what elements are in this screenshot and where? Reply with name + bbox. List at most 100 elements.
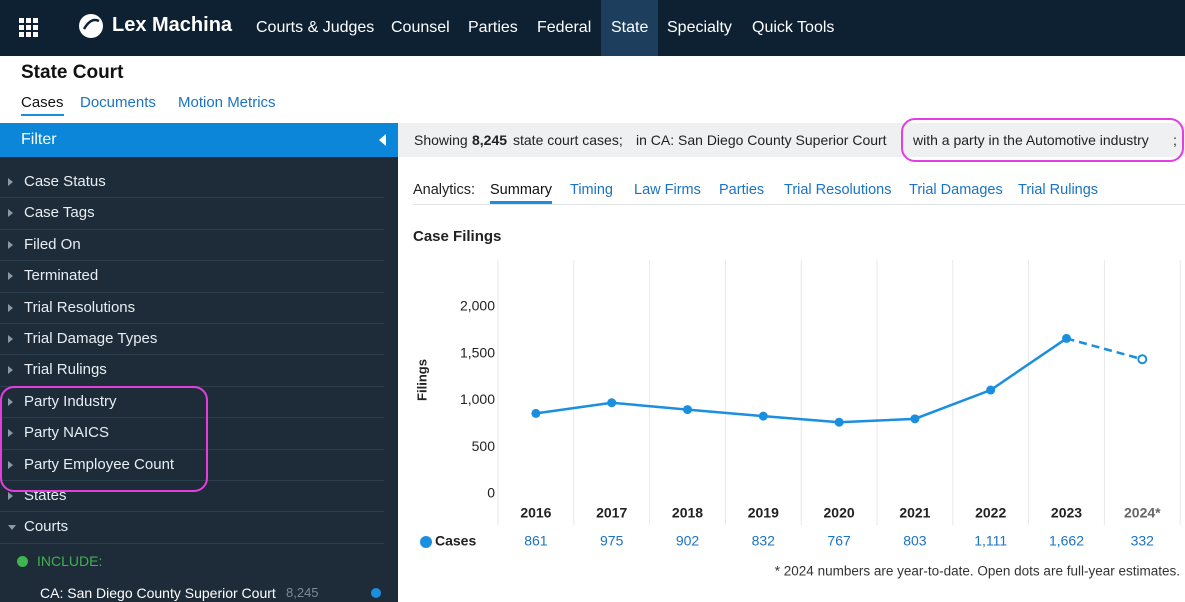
nav-item[interactable]: Counsel [391, 19, 450, 36]
divider [413, 204, 1185, 205]
x-tick-label: 2016 [520, 505, 551, 521]
footnote: * 2024 numbers are year-to-date. Open do… [775, 564, 1180, 579]
filter-label: Party NAICS [24, 424, 110, 442]
data-point [834, 417, 844, 427]
data-point [531, 408, 541, 418]
logo-icon [79, 14, 103, 38]
expand-icon [8, 525, 16, 531]
data-point [910, 414, 920, 424]
filter-label: Party Industry [24, 392, 117, 410]
brand[interactable]: Lex Machina [112, 14, 233, 36]
table-value: 1,662 [1049, 533, 1084, 549]
nav-item[interactable]: Quick Tools [752, 19, 835, 36]
summary-industry[interactable]: with a party in the Automotive industry [913, 132, 1149, 148]
nav-item[interactable]: Parties [468, 19, 518, 36]
remove-icon[interactable] [371, 587, 381, 598]
estimate-point [1137, 354, 1148, 365]
filter-item[interactable]: Trial Rulings [0, 354, 384, 387]
top-nav: Lex Machina Courts & Judges Counsel Partie… [0, 0, 1185, 56]
include-icon [17, 555, 28, 567]
filter-label: Trial Rulings [24, 361, 107, 379]
chart-title: Case Filings [413, 228, 501, 245]
series-line [535, 337, 1068, 424]
y-axis-label: Filings [414, 359, 429, 401]
analytics-tab[interactable]: Summary [490, 182, 553, 204]
y-tick-label: 0 [487, 485, 495, 501]
filter-item[interactable]: Party Industry [0, 386, 384, 419]
filter-label: Terminated [24, 267, 99, 285]
filter-item[interactable]: Party Employee Count [0, 449, 384, 481]
x-tick-label: 2022 [975, 505, 1006, 521]
filter-label: Party Employee Count [24, 455, 175, 473]
x-tick-label: 2024* [1124, 505, 1161, 521]
expand-icon [8, 303, 13, 312]
sidebar: Filter Case Status Case Tags Filed On Termi… [0, 123, 398, 602]
filter-label: Trial Damage Types [24, 330, 158, 347]
filter-item[interactable]: Party NAICS [0, 417, 384, 450]
summary-court[interactable]: in CA: San Diego County Superior Court [636, 132, 887, 148]
filter-label: Courts [24, 518, 69, 536]
nav-item[interactable]: Courts & Judges [256, 19, 375, 36]
data-point [683, 405, 692, 415]
include-label: INCLUDE: [37, 552, 103, 569]
nav-item[interactable]: State [601, 0, 659, 56]
filter-label: Case Tags [24, 204, 95, 222]
analytics-tab[interactable]: Trial Resolutions [784, 182, 892, 198]
y-tick-label: 1,500 [460, 344, 495, 360]
expand-icon [8, 335, 13, 343]
analytics-tab[interactable]: Parties [719, 182, 765, 198]
highlight [0, 386, 208, 492]
header-tab[interactable]: Documents [80, 94, 156, 111]
filter-label: Case Status [24, 173, 106, 190]
nav-item[interactable]: Specialty [667, 19, 732, 36]
summary-suffix: state court cases; [513, 132, 623, 148]
data-point [607, 398, 617, 408]
filter-item[interactable]: Trial Resolutions [0, 292, 384, 324]
filter-item[interactable]: Courts [0, 511, 384, 544]
filter-item[interactable]: Terminated [0, 260, 384, 293]
expand-icon [8, 178, 13, 186]
data-point [1062, 333, 1071, 343]
analytics-tab[interactable]: Trial Rulings [1018, 182, 1099, 198]
collapse-icon[interactable] [379, 134, 386, 146]
filter-item[interactable]: Filed On [0, 229, 384, 262]
filter-bar[interactable]: Filter [0, 123, 398, 157]
expand-icon [8, 272, 13, 281]
table-value: 975 [600, 533, 624, 549]
header-tab[interactable]: Motion Metrics [178, 94, 276, 111]
filter-label: Trial Resolutions [24, 298, 136, 316]
table-value: 1,111 [974, 533, 1007, 549]
x-tick-label: 2017 [596, 505, 627, 521]
y-tick-label: 2,000 [460, 298, 495, 314]
apps-icon[interactable] [19, 18, 39, 38]
summary-prefix: Showing [414, 132, 468, 148]
nav-item[interactable]: Federal [537, 19, 592, 36]
expand-icon [8, 492, 13, 500]
expand-icon [8, 460, 13, 469]
header-tab[interactable]: Cases [21, 94, 64, 116]
x-tick-label: 2018 [672, 505, 703, 521]
filter-item[interactable]: Case Status [0, 166, 384, 199]
analytics-tab[interactable]: Trial Damages [909, 182, 1003, 198]
analytics-label: Analytics: [413, 182, 476, 198]
summary-count: 8,245 [472, 132, 508, 148]
estimate-line [1066, 337, 1143, 361]
expand-icon [8, 397, 13, 406]
analytics-tab[interactable]: Timing [570, 182, 613, 198]
court-count: 8,245 [286, 584, 319, 600]
data-point [986, 385, 996, 395]
filter-title: Filter [21, 131, 57, 148]
analytics-tab[interactable]: Law Firms [634, 182, 701, 198]
legend-label: Cases [435, 533, 476, 549]
expand-icon [8, 240, 13, 249]
legend-dot [420, 536, 432, 548]
table-value: 861 [524, 533, 548, 549]
x-tick-label: 2019 [748, 505, 779, 521]
chart: Case Filings Filings 0 500 1,000 1,500 2,000… [413, 228, 1181, 579]
table-value: 832 [752, 533, 776, 549]
data-point [758, 411, 768, 421]
filter-item[interactable]: Case Tags [0, 197, 384, 230]
y-tick-label: 1,000 [460, 391, 495, 407]
filter-item[interactable]: Trial Damage Types [0, 323, 384, 356]
